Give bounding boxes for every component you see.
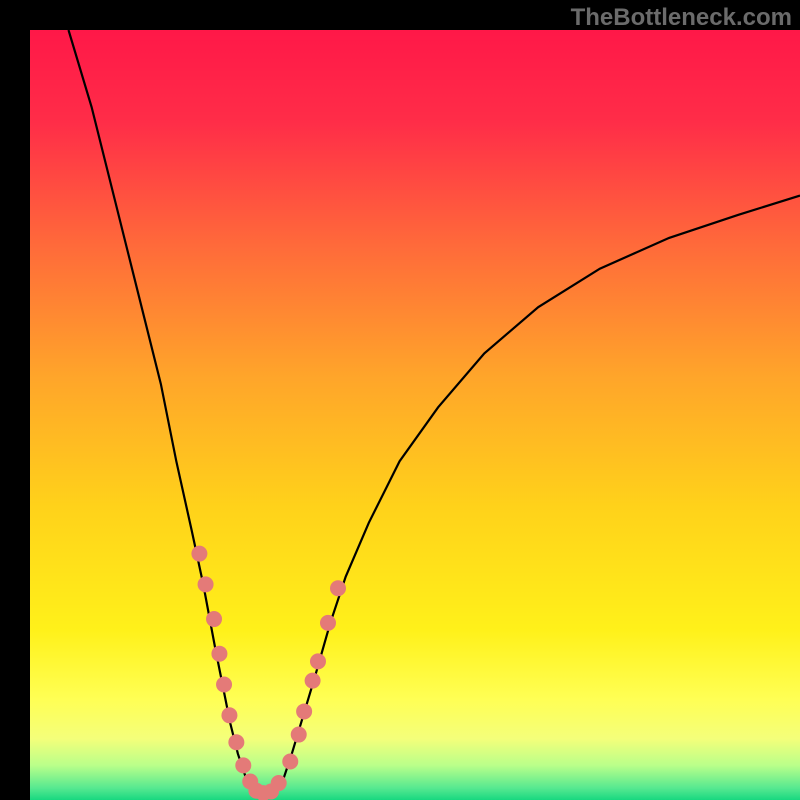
chart-svg xyxy=(0,0,800,800)
data-marker xyxy=(296,703,312,719)
data-marker xyxy=(228,734,244,750)
data-marker xyxy=(198,576,214,592)
data-marker xyxy=(330,580,346,596)
data-marker xyxy=(291,727,307,743)
watermark-label: TheBottleneck.com xyxy=(571,4,792,32)
data-marker xyxy=(216,677,232,693)
data-marker xyxy=(211,646,227,662)
data-marker xyxy=(282,754,298,770)
data-marker xyxy=(310,653,326,669)
data-marker xyxy=(320,615,336,631)
data-marker xyxy=(191,546,207,562)
data-marker xyxy=(305,673,321,689)
data-marker xyxy=(221,707,237,723)
data-marker xyxy=(206,611,222,627)
plot-background xyxy=(30,30,800,800)
data-marker xyxy=(235,757,251,773)
chart-canvas: TheBottleneck.com xyxy=(0,0,800,800)
data-marker xyxy=(271,775,287,791)
